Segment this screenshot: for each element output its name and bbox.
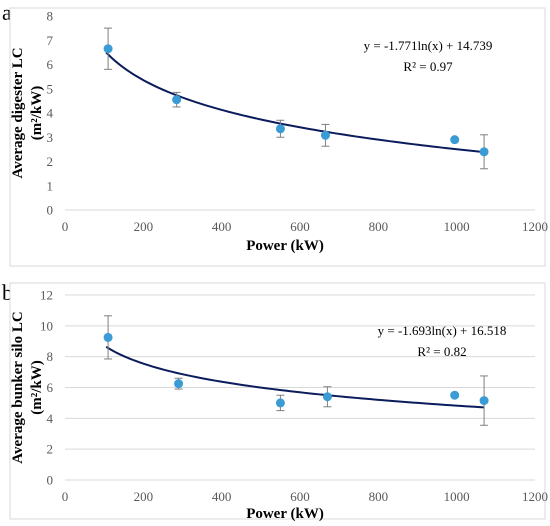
- panel-a-data-point: [450, 135, 460, 145]
- panel-b-x-tick-label: 200: [134, 489, 154, 504]
- panel-a-error-bars: [104, 27, 489, 170]
- panel-a-x-tick-label: 1200: [522, 219, 548, 234]
- panel-a-x-tick-label: 400: [212, 219, 232, 234]
- panel-b-y-tick-label: 8: [47, 349, 54, 364]
- panel-b: b Average bunker silo LC (m²/kW) Power (…: [2, 280, 548, 522]
- panel-a-trendline-curve: [105, 51, 485, 154]
- panel-b-tick-labels: 0 2 4 6 8 10 12 0 200 400 600 800 1000 1200: [40, 288, 548, 505]
- panel-b-data-point: [322, 392, 332, 402]
- panel-b-x-tick-label: 0: [62, 489, 69, 504]
- panel-a-y-tick-label: 7: [47, 33, 54, 48]
- panel-a-tick-labels: 0 1 2 3 4 5 6 7 8 0 200 400 600 800 1000 1200: [47, 9, 549, 235]
- panel-b-trendline-curve: [105, 345, 485, 409]
- panel-b-data-point: [275, 398, 285, 408]
- panel-b-y-axis-title: Average bunker silo LC (m²/kW): [10, 311, 45, 463]
- panel-b-gridlines: [65, 294, 535, 481]
- panel-b-y-axis-title-line1: Average bunker silo LC: [10, 311, 26, 463]
- panel-a-trendline: [105, 51, 485, 154]
- panel-b-letter: b: [2, 280, 13, 305]
- panel-a-x-tick-label: 1000: [444, 219, 470, 234]
- panel-b-x-tick-label: 1000: [444, 489, 470, 504]
- panel-a: a Average digester LC (m²/kW) Power (kW)…: [2, 0, 549, 267]
- panel-b-y-tick-label: 10: [40, 318, 53, 333]
- panel-b-y-tick-label: 2: [47, 442, 54, 457]
- panel-a-data-point: [479, 147, 489, 157]
- panel-b-x-tick-label: 600: [290, 489, 310, 504]
- panel-a-y-axis-title: Average digester LC (m²/kW): [10, 47, 45, 178]
- panel-b-r-squared: R² = 0.82: [417, 344, 466, 359]
- panel-b-data-points: [103, 332, 489, 408]
- panel-a-x-tick-label: 0: [62, 219, 69, 234]
- panel-a-y-tick-label: 6: [47, 57, 54, 72]
- panel-a-data-point: [103, 44, 113, 54]
- panel-b-data-point: [479, 396, 489, 406]
- panel-b-y-tick-label: 0: [47, 473, 54, 488]
- panel-b-y-tick-label: 4: [47, 411, 54, 426]
- panel-a-data-point: [320, 130, 330, 140]
- panel-a-x-tick-label: 800: [369, 219, 389, 234]
- panel-b-trendline: [105, 345, 485, 409]
- panel-b-data-point: [450, 390, 460, 400]
- panel-a-data-points: [103, 44, 489, 157]
- panel-a-x-axis-title: Power (kW): [246, 238, 324, 254]
- panel-a-x-tick-label: 600: [290, 219, 310, 234]
- panel-a-x-tick-label: 200: [134, 219, 154, 234]
- panel-a-y-axis-title-line1: Average digester LC: [10, 47, 26, 178]
- panel-a-y-tick-label: 8: [47, 9, 54, 24]
- panel-a-trendline-equation: y = -1.771ln(x) + 14.739: [364, 38, 493, 53]
- panel-b-x-axis-title: Power (kW): [246, 506, 324, 521]
- panel-a-r-squared: R² = 0.97: [403, 59, 453, 74]
- panel-b-data-point: [174, 379, 184, 389]
- panel-a-data-point: [275, 124, 285, 134]
- panel-a-y-tick-label: 2: [47, 154, 54, 169]
- panel-a-letter: a: [2, 0, 12, 25]
- panel-b-x-tick-label: 1200: [522, 489, 548, 504]
- panel-b-y-axis-title-line2: (m²/kW): [29, 360, 45, 415]
- panel-b-y-tick-label: 6: [47, 380, 54, 395]
- panel-b-y-tick-label: 12: [40, 288, 53, 303]
- panel-a-data-point: [172, 95, 182, 105]
- panel-b-trendline-equation: y = -1.693ln(x) + 16.518: [378, 323, 507, 338]
- panel-b-data-point: [103, 332, 113, 342]
- panel-a-y-axis-title-line2: (m²/kW): [29, 86, 45, 141]
- panel-a-y-tick-label: 1: [47, 178, 54, 193]
- panel-a-y-tick-label: 4: [47, 106, 54, 121]
- panel-a-y-tick-label: 3: [47, 130, 54, 145]
- panel-b-x-tick-label: 800: [369, 489, 389, 504]
- panel-a-y-tick-label: 0: [47, 203, 54, 218]
- panel-b-x-tick-label: 400: [212, 489, 232, 504]
- panel-a-y-tick-label: 5: [47, 81, 54, 96]
